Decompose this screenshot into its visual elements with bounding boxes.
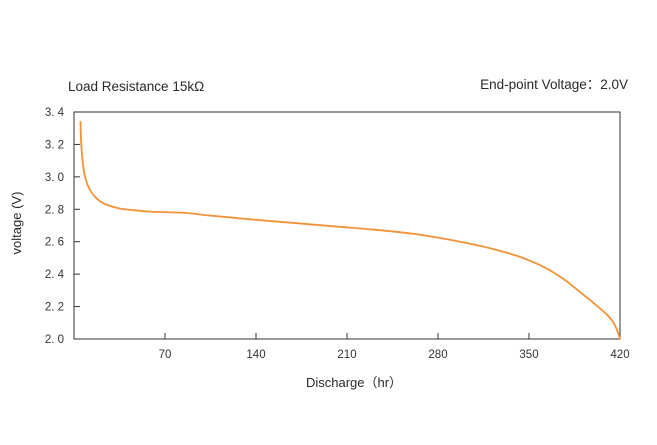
x-tick-label: 420 xyxy=(610,349,629,361)
x-axis-label: Discharge（hr） xyxy=(306,375,402,390)
y-tick-label: 2. 6 xyxy=(45,237,64,249)
plot-frame xyxy=(73,111,621,340)
y-tick-label: 2. 2 xyxy=(45,302,64,314)
discharge-curve-line xyxy=(79,120,621,340)
end-point-voltage-note: End-point Voltage：2.0V xyxy=(480,77,628,92)
y-tick-label: 2. 0 xyxy=(45,334,64,346)
x-tick-label: 140 xyxy=(246,349,265,361)
x-tick-label: 70 xyxy=(159,349,172,361)
x-tick-label: 350 xyxy=(519,349,538,361)
y-tick-label: 2. 8 xyxy=(45,204,64,216)
x-tick-label: 210 xyxy=(337,349,356,361)
y-axis-label: voltage (V) xyxy=(9,192,24,255)
y-tick-label: 3. 0 xyxy=(45,172,64,184)
load-resistance-note: Load Resistance 15kΩ xyxy=(68,79,204,94)
y-tick-label: 3. 2 xyxy=(45,139,64,151)
x-tick-label: 280 xyxy=(428,349,447,361)
x-axis: 70 140 210 280 350 420 xyxy=(159,333,630,361)
y-tick-label: 2. 4 xyxy=(45,269,65,281)
y-axis: 2. 0 2. 2 2. 4 2. 6 2. 8 3. 0 3. 2 3. 4 xyxy=(45,107,80,346)
y-tick-label: 3. 4 xyxy=(45,107,65,119)
